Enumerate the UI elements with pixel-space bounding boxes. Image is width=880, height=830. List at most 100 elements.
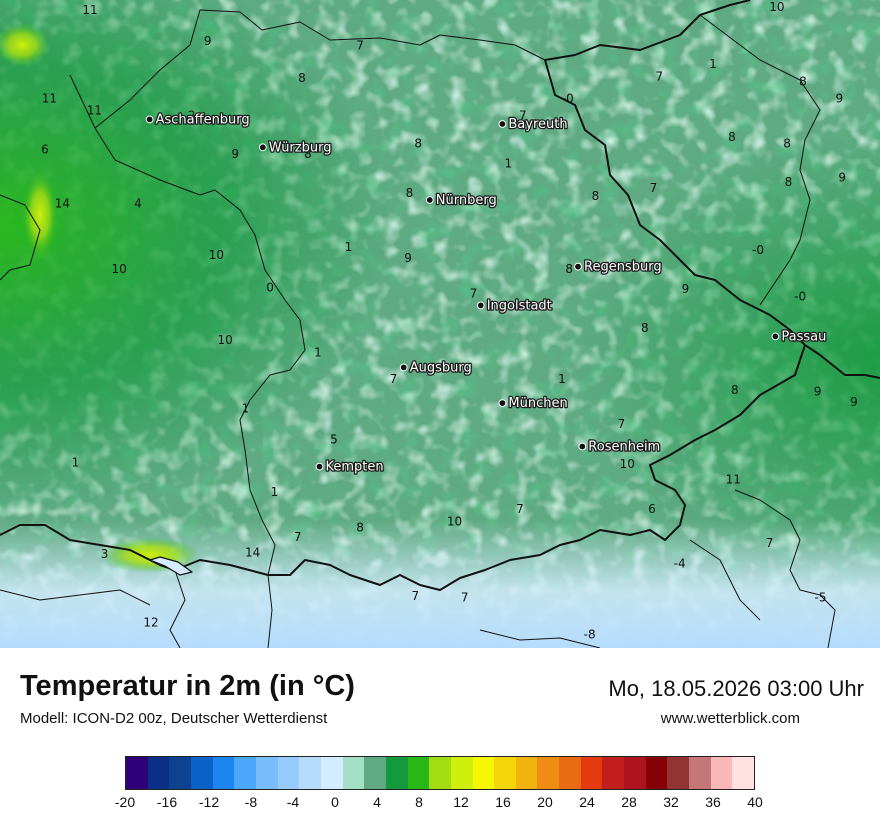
borders (0, 0, 880, 648)
temperature-map[interactable]: 11 9 7 8 10 7 1 8 9 -0 11 11 2 7 8 6 9 8 8 8 1 8 7 8 8 9 14 4 1 9 -0 10… (0, 0, 880, 648)
temperature-value-label: 8 (304, 147, 312, 161)
temperature-value-label: -0 (752, 243, 764, 257)
temperature-value-label: 7 (390, 372, 398, 386)
temperature-value-label: 7 (356, 39, 364, 53)
color-legend-tick: 20 (537, 794, 553, 810)
city-marker[interactable]: Augsburg (399, 359, 473, 377)
temperature-value-label: 1 (242, 401, 250, 415)
city-name: Regensburg (584, 260, 662, 275)
temperature-value-label: 9 (404, 251, 412, 265)
temperature-value-label: 10 (217, 333, 232, 347)
temperature-value-label: 9 (850, 395, 858, 409)
state-border-bavaria (94, 9, 546, 648)
temperature-value-label: 2 (188, 108, 196, 122)
temperature-value-label: 9 (835, 91, 843, 105)
temperature-value-label: 9 (838, 170, 846, 184)
map-footer: Temperatur in 2m (in °C) Modell: ICON-D2… (0, 648, 880, 830)
color-legend-segment (494, 757, 516, 789)
color-legend-segment (602, 757, 625, 789)
temperature-value-label: 8 (298, 71, 306, 85)
color-legend-tick: 0 (331, 794, 339, 810)
temperature-value-label: 8 (414, 136, 422, 150)
city-name: Kempten (326, 460, 384, 475)
temperature-value-label: 9 (682, 282, 690, 296)
temperature-value-label: -8 (584, 628, 596, 642)
temperature-value-label: 14 (245, 546, 260, 560)
city-marker[interactable]: Bayreuth (498, 116, 569, 133)
color-legend-tick: 4 (373, 794, 381, 810)
warm-hotspot-north-west (0, 23, 50, 67)
color-legend (125, 756, 755, 790)
city-marker[interactable]: München (498, 395, 569, 412)
temperature-value-label: 8 (406, 186, 414, 200)
temperature-value-label: 1 (558, 372, 566, 386)
city-marker[interactable]: Rosenheim (578, 438, 662, 456)
temperature-value-label: 1 (314, 346, 322, 360)
color-legend-segment (732, 757, 755, 789)
temperature-value-label: -4 (674, 556, 686, 570)
color-legend-segment (299, 757, 321, 789)
temperature-value-label: 10 (620, 457, 635, 471)
color-legend-segment (559, 757, 581, 789)
temperature-value-label: -5 (815, 591, 827, 605)
city-dot (315, 462, 324, 471)
color-legend-segment (450, 757, 473, 789)
city-dot (771, 332, 780, 341)
warm-hotspot-west (22, 170, 58, 260)
temperature-value-label: 3 (101, 547, 109, 561)
city-dot (498, 399, 507, 408)
temperature-value-label: 7 (294, 530, 302, 544)
color-legend-tick: -4 (286, 794, 300, 810)
temperature-value-label: 7 (470, 287, 478, 301)
color-legend-tick: 36 (705, 794, 721, 810)
city-name: Ingolstadt (487, 298, 552, 313)
temperature-value-label: 7 (766, 536, 774, 550)
color-legend-tick: -20 (114, 794, 136, 810)
color-legend-segment (169, 757, 191, 789)
city-markers: Aschaffenburg Würzburg Bayreuth Nürnberg Reg… (145, 111, 828, 476)
city-marker[interactable]: Würzburg (258, 139, 333, 157)
color-legend-segment (126, 757, 148, 789)
temperature-value-label: 9 (204, 34, 212, 48)
temperature-value-label: 7 (411, 589, 419, 603)
city-name: Augsburg (410, 360, 472, 375)
city-dot (498, 120, 507, 128)
color-legend-segment (537, 757, 560, 789)
temperature-value-label: 8 (641, 321, 649, 335)
city-dot (399, 363, 408, 372)
color-legend-tick: -16 (156, 794, 178, 810)
city-marker[interactable]: Kempten (315, 458, 385, 476)
temperature-value-label: 12 (143, 615, 158, 629)
city-marker[interactable]: Aschaffenburg (145, 111, 251, 129)
color-legend-tick: 32 (663, 794, 679, 810)
city-name: München (508, 396, 567, 411)
city-name: Bayreuth (508, 117, 567, 132)
temperature-value-label: 7 (461, 591, 469, 605)
temperature-value-label: 8 (783, 136, 791, 150)
temperature-value-label: 1 (709, 57, 717, 71)
city-marker[interactable]: Nürnberg (425, 192, 498, 209)
temperature-value-label: 0 (266, 280, 274, 294)
temperature-value-label: 10 (447, 515, 462, 529)
website-link[interactable]: www.wetterblick.com (660, 710, 800, 727)
temperature-value-label: 10 (769, 0, 784, 14)
city-marker[interactable]: Regensburg (574, 258, 663, 276)
temperature-value-label: 8 (731, 383, 739, 397)
temperature-value-label: 8 (356, 521, 364, 535)
city-marker[interactable]: Passau (771, 328, 828, 346)
temperature-value-label: 8 (592, 189, 600, 203)
temperature-value-label: 9 (814, 384, 822, 398)
temperature-value-label: 7 (519, 108, 527, 122)
temperature-value-label: 11 (726, 473, 741, 487)
temperature-value-label: 1 (504, 156, 512, 170)
city-dot (578, 442, 587, 451)
color-legend-tick: 12 (453, 794, 469, 810)
temperature-value-label: 8 (799, 74, 807, 88)
temperature-value-label: 1 (72, 456, 80, 470)
country-border-czech-saxony (699, 14, 821, 306)
color-legend-tick: 28 (621, 794, 637, 810)
city-marker[interactable]: Ingolstadt (476, 297, 553, 315)
color-legend-segment (667, 757, 690, 789)
